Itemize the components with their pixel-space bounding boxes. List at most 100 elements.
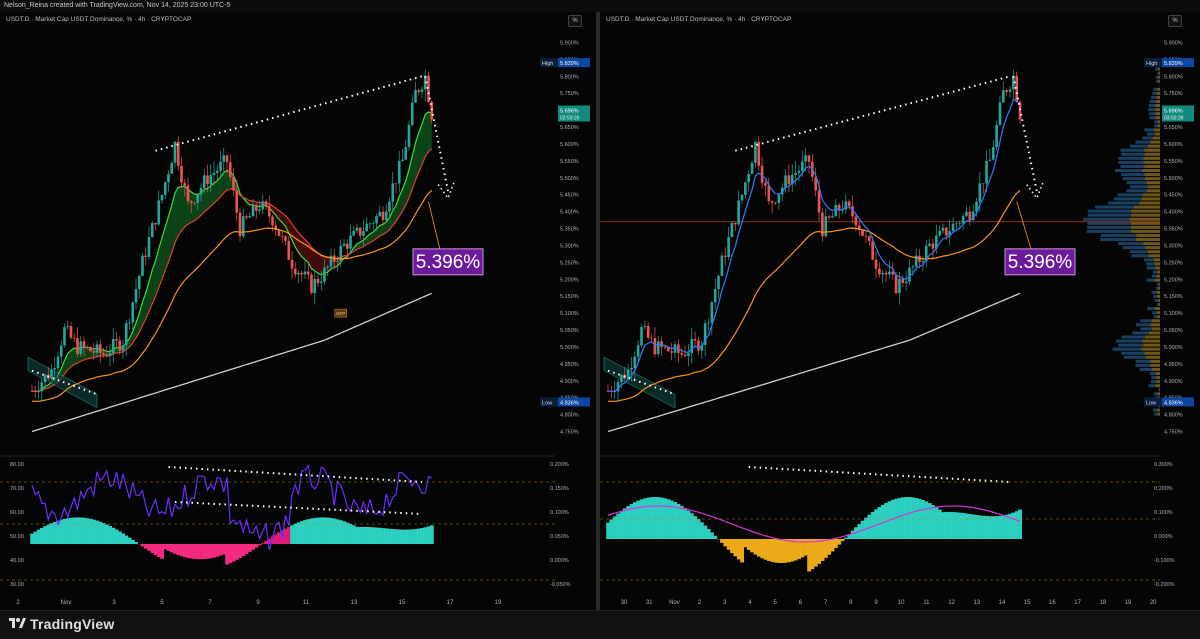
- volume-profile-bar: [1152, 319, 1160, 322]
- time-axis-tick: 9: [256, 600, 260, 606]
- oscillator-bar: [790, 539, 794, 561]
- candle-body: [891, 272, 894, 275]
- oscillator-bar: [911, 497, 915, 539]
- time-axis-tick: 2: [698, 600, 702, 606]
- volume-profile-bar: [1152, 368, 1160, 371]
- candle-body: [164, 182, 167, 195]
- candle-body: [369, 224, 372, 225]
- oscillator-bar: [232, 544, 236, 561]
- price-axis-tick: 5.000%: [1164, 345, 1183, 351]
- volume-profile-bar: [1152, 327, 1160, 330]
- tradingview-logo-icon[interactable]: [8, 616, 26, 630]
- volume-profile-bar: [1118, 157, 1143, 160]
- volume-profile-bar: [1142, 340, 1160, 343]
- volume-profile-bar: [1155, 104, 1160, 107]
- volume-profile-bar: [1131, 226, 1160, 229]
- oscillator-bar: [66, 518, 70, 544]
- oscillator-axis-tick: 0.100%: [550, 510, 569, 516]
- oscillator-bar: [687, 511, 691, 539]
- right-chart-panel[interactable]: USDT.D · Market Cap USDT Dominance, % · …: [600, 12, 1200, 610]
- tradingview-brand[interactable]: TradingView: [30, 616, 114, 632]
- oscillator-bar: [352, 525, 356, 544]
- last-price-value: 5.696%: [560, 108, 579, 114]
- volume-profile-bar: [1155, 68, 1158, 71]
- candle-body: [620, 375, 623, 383]
- candle-body: [982, 183, 985, 184]
- candle-body: [875, 260, 878, 269]
- ema-cloud-segment: [224, 170, 227, 193]
- left-chart-panel[interactable]: USDT.D · Market Cap USDT Dominance, % · …: [0, 12, 596, 610]
- volume-profile-bar: [1158, 124, 1160, 127]
- volume-profile-bar: [1126, 189, 1146, 192]
- candle-body: [57, 357, 60, 368]
- countdown-timer: 03:59:39: [560, 115, 580, 121]
- oscillator-bar: [89, 519, 93, 544]
- oscillator-bar: [787, 539, 791, 562]
- oscillator-bar: [297, 522, 301, 544]
- oscillator-axis-tick: 0.300%: [1154, 462, 1173, 468]
- volume-profile-bar: [1155, 384, 1160, 387]
- candle-body: [942, 228, 945, 231]
- oscillator-bar: [710, 532, 714, 539]
- oscillator-bar: [368, 527, 372, 544]
- rsi-axis-tick: 40.00: [10, 558, 24, 564]
- oscillator-bar: [757, 539, 761, 557]
- volume-profile-bar: [1136, 323, 1150, 326]
- white-ma-line: [32, 293, 432, 431]
- oscillator-bar: [951, 512, 955, 539]
- volume-profile-bar: [1142, 197, 1160, 200]
- oscillator-bar: [98, 522, 102, 544]
- candle-body: [979, 183, 982, 201]
- oscillator-bar: [300, 521, 304, 544]
- volume-profile-bar: [1117, 193, 1143, 196]
- candle-body: [232, 177, 235, 191]
- oscillator-bar: [931, 505, 935, 539]
- low-label: Low: [542, 400, 552, 406]
- oscillator-bar: [626, 506, 630, 539]
- left-chart-canvas[interactable]: 5.900%5.850%5.800%5.750%5.700%5.650%5.60…: [0, 12, 596, 610]
- oscillator-bar: [79, 517, 83, 544]
- oscillator-bar: [76, 517, 80, 544]
- oscillator-axis-tick: -0.100%: [1154, 558, 1175, 564]
- time-axis-tick: 4: [748, 600, 752, 606]
- oscillator-bar: [734, 539, 738, 556]
- oscillator-bar: [620, 511, 624, 539]
- candle-body: [398, 161, 401, 183]
- oscillator-bar: [287, 527, 291, 544]
- projection-line: [1013, 76, 1036, 191]
- price-axis-tick: 5.400%: [1164, 210, 1183, 216]
- right-chart-canvas[interactable]: 5.900%5.850%5.800%5.750%5.700%5.650%5.60…: [600, 12, 1200, 610]
- volume-profile-bar: [1152, 291, 1157, 294]
- candle-body: [105, 355, 108, 356]
- oscillator-bar: [183, 544, 187, 557]
- oscillator-bar: [958, 513, 962, 539]
- volume-profile-bar: [1152, 311, 1157, 314]
- candle-body: [714, 289, 717, 302]
- oscillator-bar: [141, 544, 145, 546]
- oscillator-bar: [254, 544, 258, 548]
- candle-body: [831, 216, 834, 217]
- oscillator-bar: [410, 529, 414, 544]
- volume-profile-bar: [1142, 169, 1160, 172]
- candle-body: [255, 205, 258, 211]
- volume-profile-bar: [1155, 307, 1160, 310]
- oscillator-bar: [750, 539, 754, 552]
- candle-body: [258, 209, 261, 210]
- oscillator-bar: [417, 529, 421, 544]
- oscillator-bar: [186, 544, 190, 558]
- candle-body: [44, 375, 47, 383]
- candle-body: [754, 142, 757, 163]
- volume-profile-bar: [1156, 287, 1158, 290]
- time-axis-tick: 19: [495, 600, 502, 606]
- candle-body: [167, 174, 170, 182]
- candle-body: [912, 267, 915, 268]
- volume-profile-bar: [1141, 327, 1153, 330]
- oscillator-bar: [814, 539, 818, 567]
- blue-ma-line: [608, 100, 1020, 392]
- oscillator-bar: [238, 544, 242, 558]
- volume-profile-bar: [1150, 323, 1160, 326]
- volume-profile-bar: [1118, 242, 1143, 245]
- candle-body: [76, 338, 79, 354]
- oscillator-bar: [646, 498, 650, 539]
- time-axis-tick: 13: [351, 600, 358, 606]
